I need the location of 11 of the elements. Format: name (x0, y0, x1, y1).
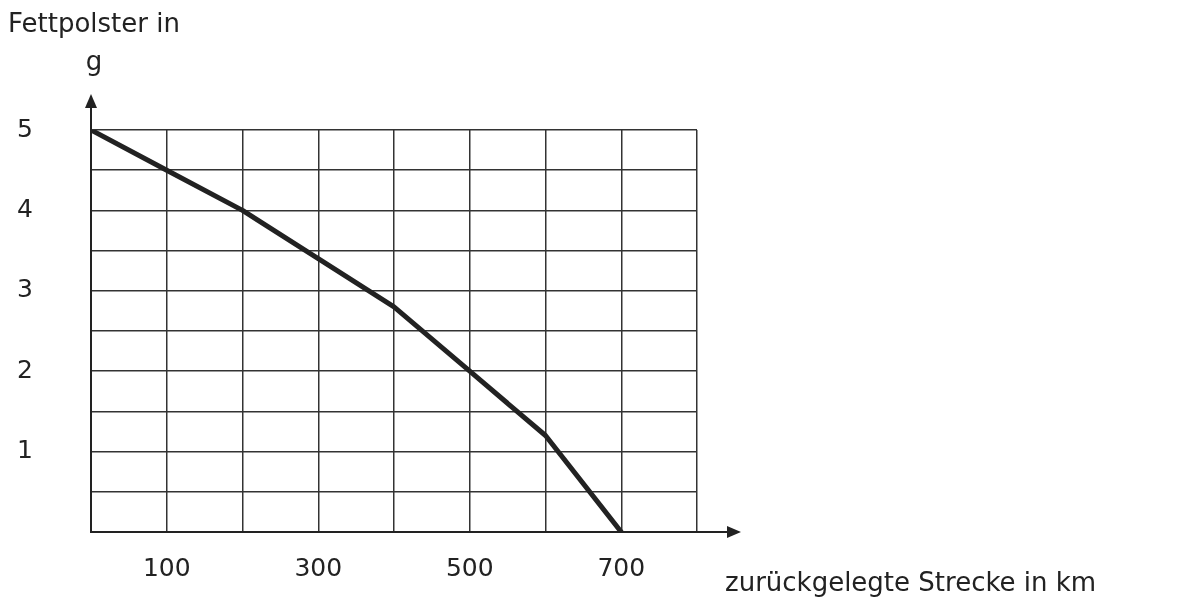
y-tick-label: 3 (17, 274, 33, 304)
x-tick-label: 100 (142, 552, 191, 582)
y-tick-label: 4 (17, 193, 33, 223)
y-tick-label: 5 (17, 113, 33, 143)
y-tick-label: 2 (17, 354, 33, 384)
x-axis-title: zurückgelegte Strecke in km (725, 567, 1097, 597)
x-tick-label: 500 (445, 552, 494, 582)
x-tick-label: 700 (597, 552, 646, 582)
y-tick-label: 1 (17, 435, 33, 465)
y-axis-title: Fettpolster in g (8, 7, 180, 78)
x-tick-label: 300 (294, 552, 343, 582)
